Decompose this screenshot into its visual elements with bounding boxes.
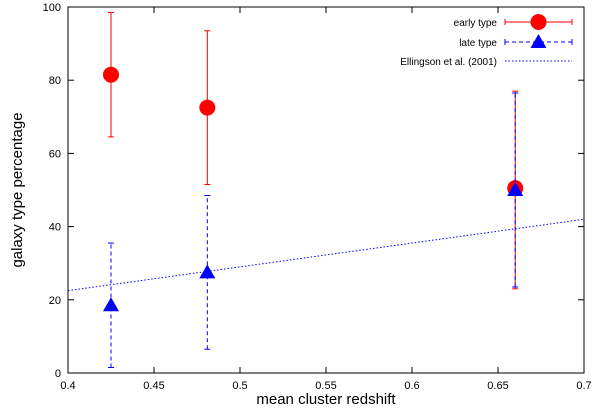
series-0	[103, 11, 524, 290]
data-point	[507, 182, 524, 196]
x-tick-label: 0.45	[143, 380, 164, 392]
plot-frame	[67, 6, 585, 374]
fit-line	[67, 218, 585, 292]
x-tick-label: 0.5	[232, 380, 247, 392]
legend-label: late type	[459, 38, 497, 49]
y-tick-label: 20	[49, 295, 61, 307]
legend: early type late type Ellingson et al. (200…	[400, 14, 573, 68]
x-tick-label: 0.65	[487, 380, 508, 392]
y-tick-label: 60	[49, 148, 61, 160]
plot-frame-group	[67, 6, 585, 374]
series-group	[67, 11, 585, 369]
legend-label: Ellingson et al. (2001)	[400, 57, 497, 68]
y-tick-label: 80	[49, 75, 61, 87]
x-axis-title: mean cluster redshift	[256, 391, 396, 408]
legend-label: early type	[454, 18, 498, 29]
legend-swatch-marker	[530, 14, 547, 30]
y-tick-label: 40	[49, 222, 61, 234]
data-point	[199, 99, 216, 116]
y-tick-label: 100	[43, 2, 61, 14]
x-tick-label: 0.55	[315, 380, 336, 392]
legend-swatch-marker	[530, 34, 547, 48]
x-tick-label: 0.4	[60, 380, 75, 392]
y-tick-label: 0	[55, 368, 61, 380]
x-tick-label: 0.6	[404, 380, 419, 392]
tick-group: 0.4 0.45 0.5 0.55 0.6 0.65 0.7 0 20 40 60 80 100	[43, 2, 592, 392]
series-2	[67, 218, 585, 292]
data-point	[103, 297, 119, 312]
x-tick-label: 0.7	[576, 380, 591, 392]
series-1	[103, 92, 524, 369]
data-point	[103, 66, 119, 83]
y-axis-title: galaxy type percentage	[9, 112, 26, 267]
